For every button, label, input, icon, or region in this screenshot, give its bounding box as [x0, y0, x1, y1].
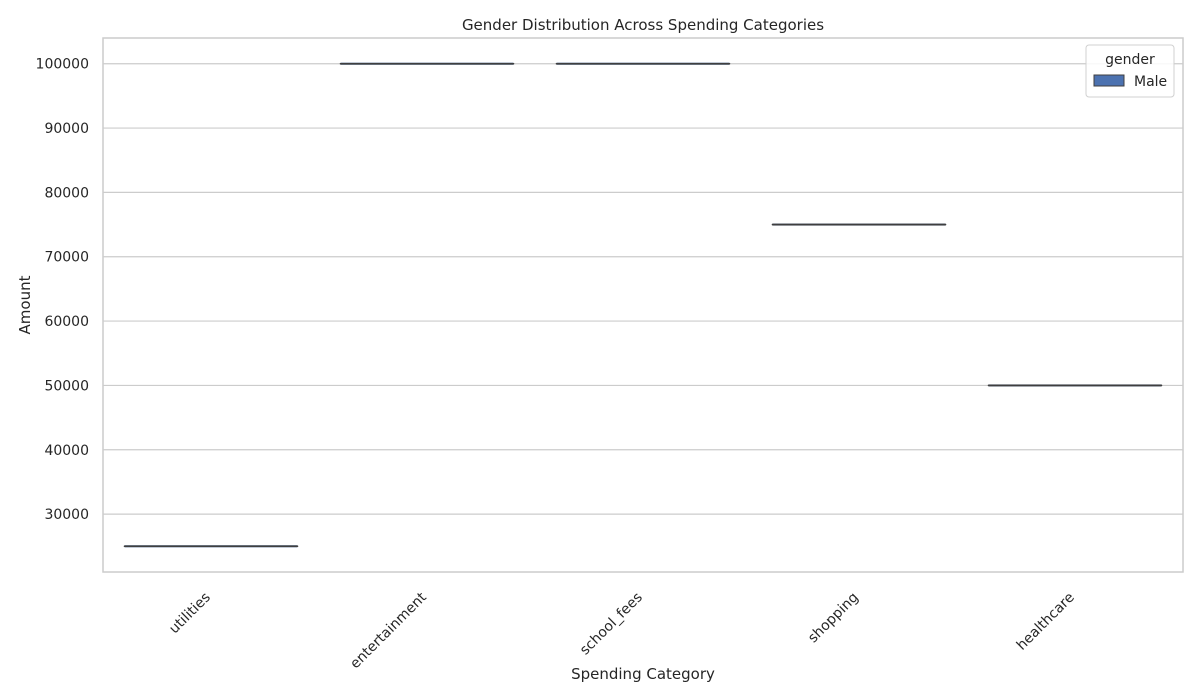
y-tick-label: 100000 [36, 57, 89, 73]
plot-frame [102, 37, 1184, 573]
legend-swatch-male [1093, 74, 1125, 87]
y-tick-layer: 30000 40000 50000 60000 70000 80000 90000 10000… [36, 57, 89, 523]
legend-title: gender [1105, 52, 1155, 68]
y-tick-label: 70000 [44, 250, 89, 266]
y-axis-label: Amount [16, 275, 34, 334]
y-tick-label: 80000 [44, 185, 89, 201]
y-tick-label: 90000 [44, 121, 89, 137]
y-tick-label: 50000 [44, 378, 89, 394]
y-tick-label: 30000 [44, 507, 89, 523]
legend-label-male: Male [1134, 74, 1167, 90]
y-tick-label: 40000 [44, 443, 89, 459]
box-layer [123, 62, 1163, 548]
legend: gender Male [1085, 44, 1175, 98]
chart-title: Gender Distribution Across Spending Cate… [462, 16, 824, 34]
y-tick-label: 60000 [44, 314, 89, 330]
grid-layer [103, 63, 1183, 515]
x-axis-label: Spending Category [571, 665, 715, 683]
